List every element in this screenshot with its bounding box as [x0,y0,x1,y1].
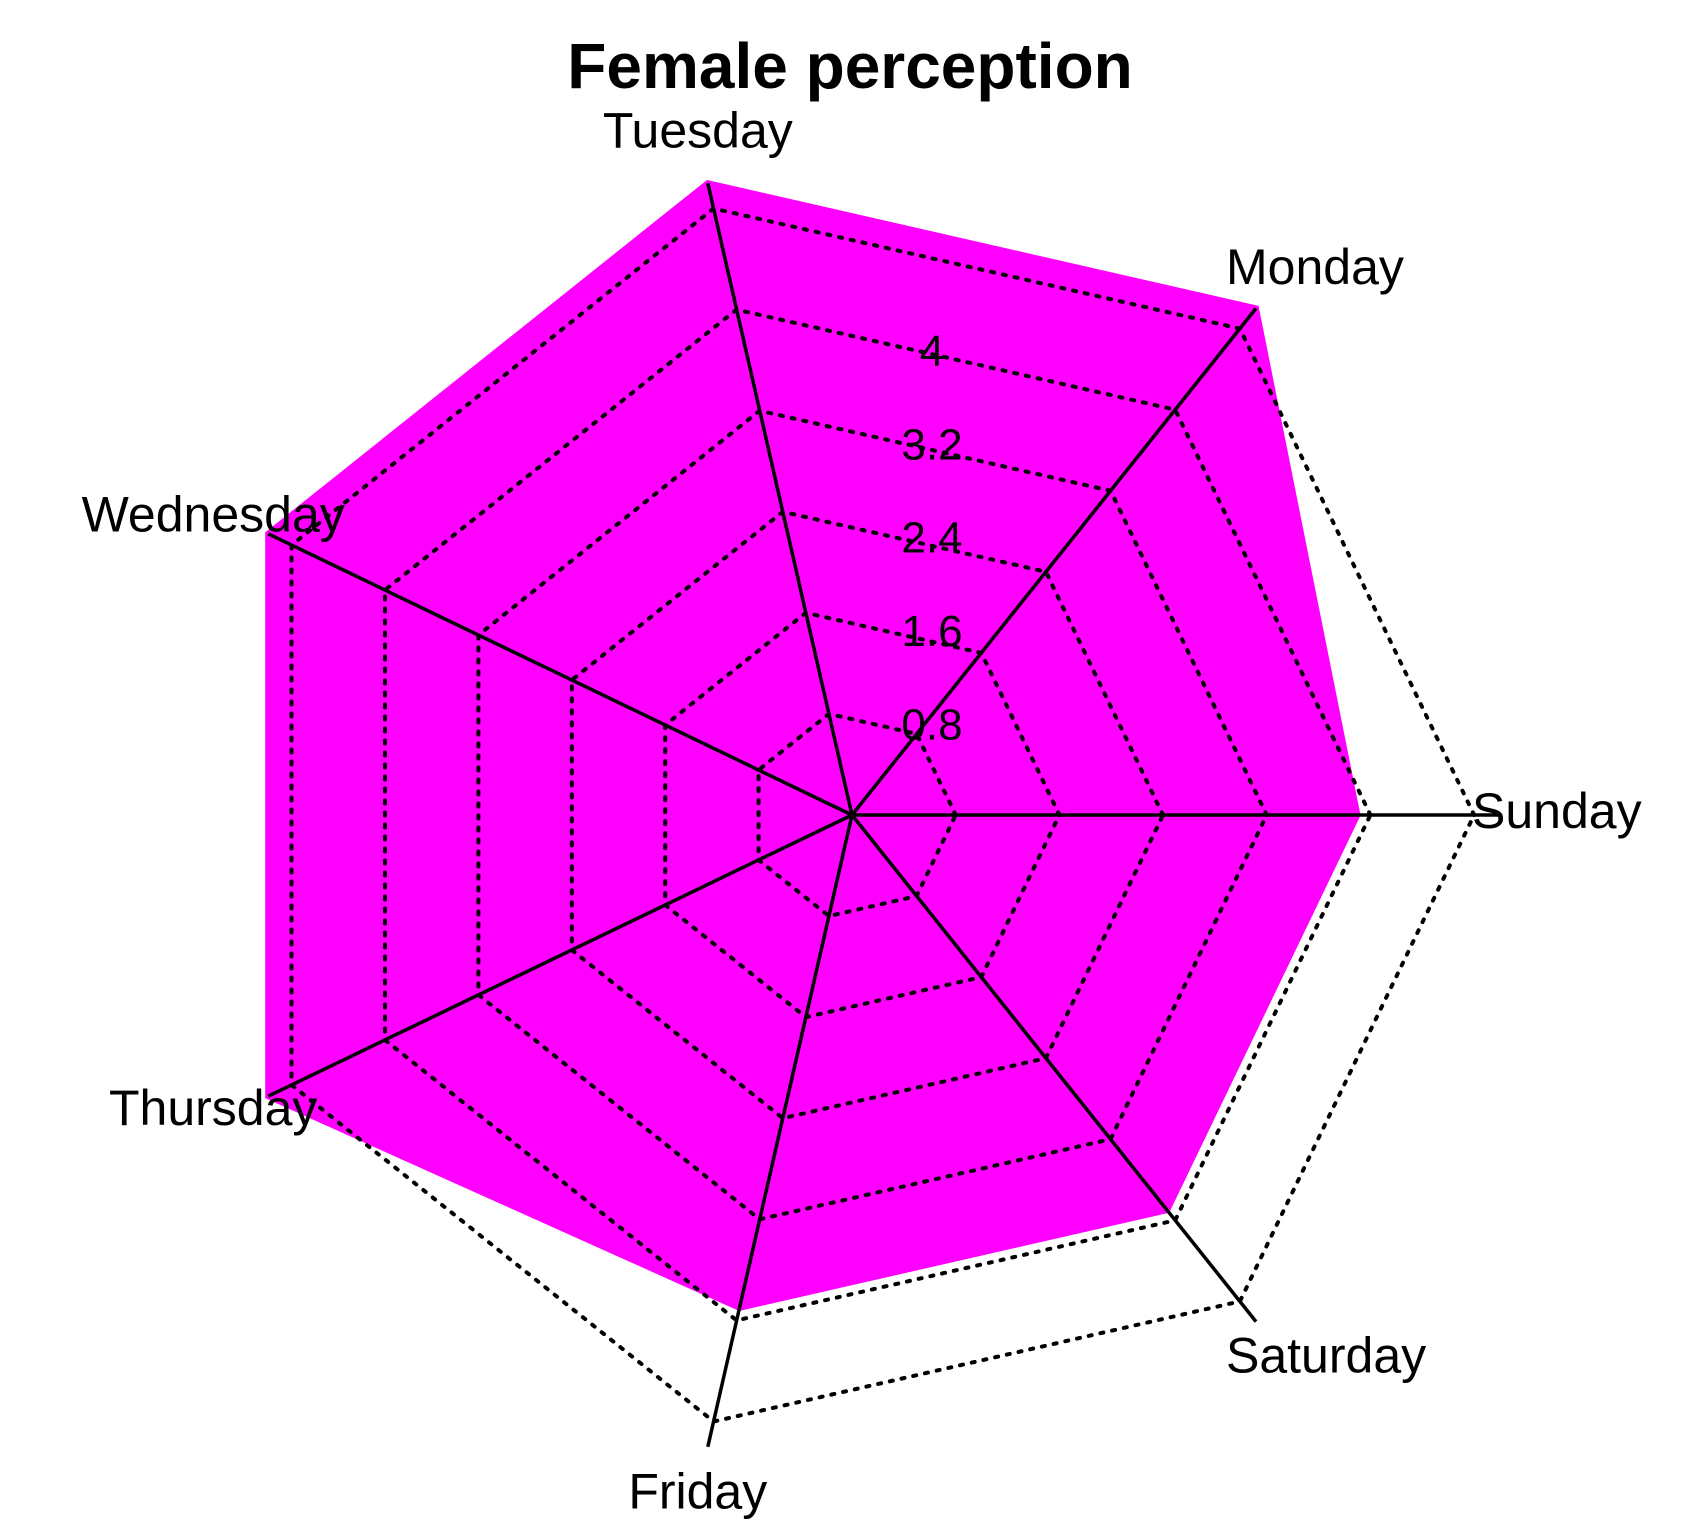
axis-label-friday: Friday [628,1464,767,1520]
spoke-monday [850,307,1258,817]
tick-label-0-8: 0.8 [901,700,962,749]
spoke-layer [267,182,1500,1448]
spoke-tuesday [706,182,854,816]
tick-label-3-2: 3.2 [901,420,962,469]
tick-label-4: 4 [920,327,944,376]
grid-ring-2 [569,509,1166,1121]
grid-ring-3 [476,408,1269,1222]
grid-ring-4 [382,307,1373,1323]
axis-label-tuesday: Tuesday [603,103,793,159]
spoke-saturday [850,813,1258,1323]
axis-label-sunday: Sunday [1472,783,1642,839]
grid-ring-0 [756,711,958,919]
spoke-thursday [267,813,853,1098]
chart-title: Female perception [567,30,1133,102]
grid-layer [289,206,1477,1424]
spoke-wednesday [267,532,853,817]
series-fill-layer [265,179,1361,1311]
spoke-friday [706,814,854,1448]
series-area-0 [265,179,1361,1311]
axis-label-saturday: Saturday [1226,1327,1426,1383]
tick-label-2-4: 2.4 [901,514,962,563]
axis-label-layer: Sunday Monday Tuesday Wednesday Thursday Frid… [82,103,1642,1520]
axis-label-wednesday: Wednesday [82,486,345,542]
tick-label-1-6: 1.6 [901,607,962,656]
tick-label-layer: 0.8 1.6 2.4 3.2 4 [901,327,962,749]
axis-label-thursday: Thursday [109,1080,317,1136]
axis-label-monday: Monday [1226,239,1404,295]
